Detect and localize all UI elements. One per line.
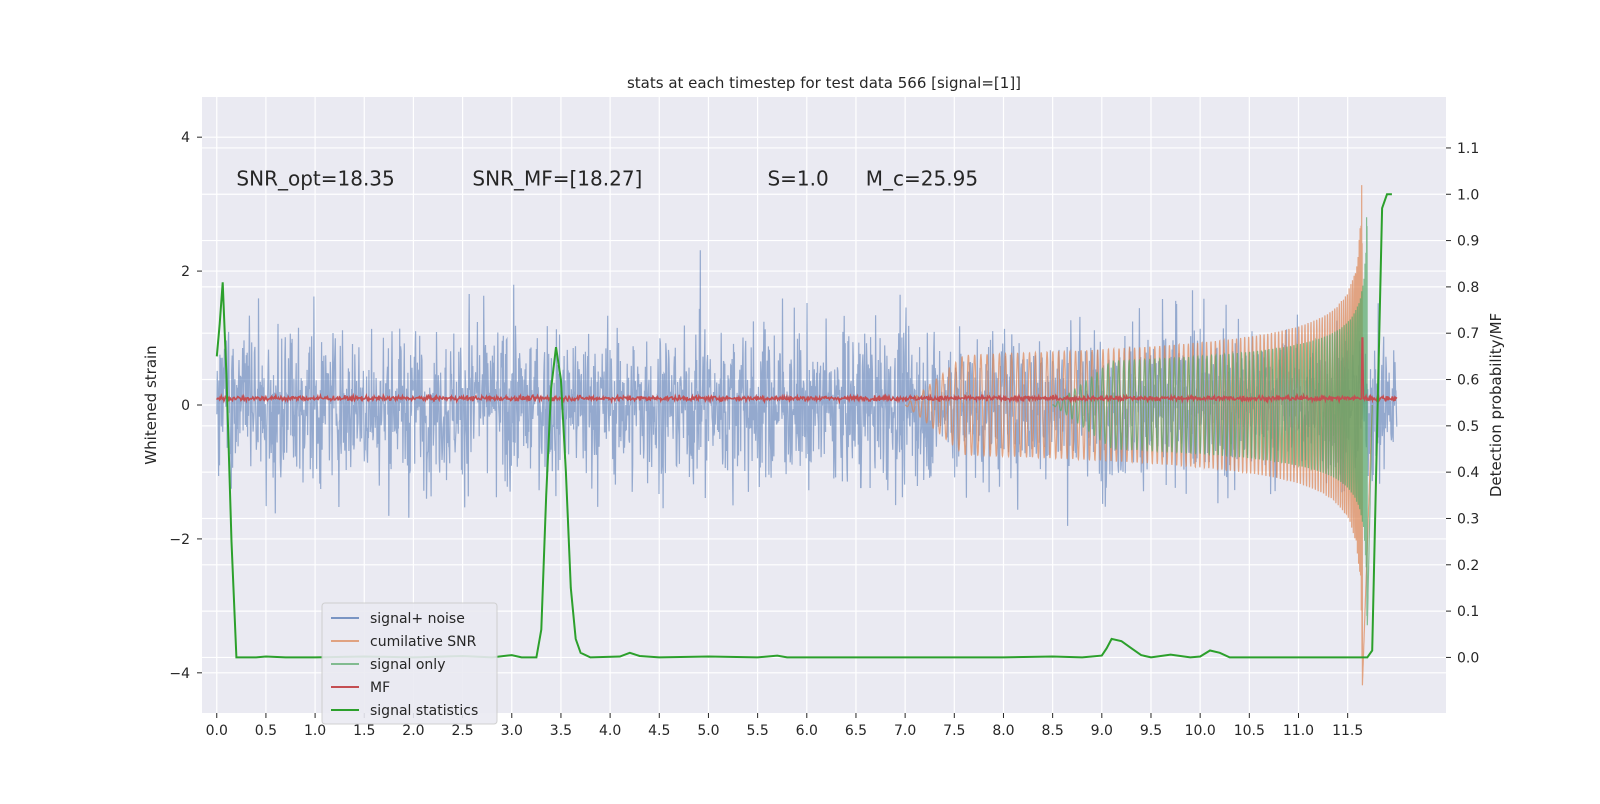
y-right-tick-label: 0.9 [1457,234,1479,250]
series-signal-only [1052,217,1373,626]
y-right-tick-label: 0.5 [1457,419,1479,435]
x-tick-label: 9.0 [1091,723,1113,739]
x-tick-label: 3.5 [550,723,572,739]
y-right-tick-label: 1.0 [1457,187,1479,203]
x-tick-label: 0.5 [255,723,277,739]
y-left-tick-label: −4 [169,666,190,682]
x-tick-label: 2.0 [402,723,424,739]
y-right-tick-label: 0.8 [1457,280,1479,296]
y-right-tick-label: 0.0 [1457,650,1479,666]
y-right-tick-label: 0.4 [1457,465,1479,481]
chart-title: stats at each timestep for test data 566… [627,74,1021,92]
x-tick-label: 1.5 [353,723,375,739]
x-tick-label: 3.0 [501,723,523,739]
y-left-tick-label: 0 [181,398,190,414]
x-tick-label: 6.5 [845,723,867,739]
x-tick-label: 11.0 [1283,723,1314,739]
y-right-tick-label: 0.1 [1457,604,1479,620]
legend: signal+ noise cumilative SNR signal only MF… [321,602,498,725]
x-tick-label: 7.0 [894,723,916,739]
x-tick-label: 4.5 [648,723,670,739]
y-right-tick-label: 0.7 [1457,326,1479,342]
y-right-tick-label: 0.6 [1457,373,1479,389]
y-right-tick-label: 0.2 [1457,558,1479,574]
x-tick-label: 9.5 [1140,723,1162,739]
legend-label: signal statistics [370,703,478,719]
axes: 0.0 0.5 1.0 1.5 2.0 2.5 3.0 3.5 4.0 4.5 5.0 5.5 6.0 6… [169,130,1479,739]
y-left-axis-label: Whitened strain [142,345,160,464]
legend-label: signal only [370,657,445,673]
annotation-text: S=1.0 [767,166,828,190]
series-signal-noise [216,250,1398,526]
x-tick-label: 5.0 [697,723,719,739]
series-mf [216,337,1398,405]
y-left-tick-label: 2 [181,264,190,280]
x-tick-label: 8.0 [992,723,1014,739]
annotation-text: M_c=25.95 [866,166,978,190]
legend-label: signal+ noise [370,611,465,627]
annotations: SNR_opt=18.35 SNR_MF=[18.27] S=1.0 M_c=25.9… [236,166,978,190]
x-tick-label: 10.0 [1185,723,1216,739]
x-tick-label: 6.0 [796,723,818,739]
x-tick-label: 7.5 [943,723,965,739]
annotation-text: SNR_opt=18.35 [236,166,394,190]
y-left-tick-label: 4 [181,130,190,146]
legend-label: cumilative SNR [370,634,477,650]
y-left-tick-label: −2 [169,532,190,548]
legend-label: MF [370,680,390,696]
x-tick-label: 0.0 [206,723,228,739]
legend-box [321,602,498,725]
x-tick-label: 10.5 [1234,723,1265,739]
x-tick-label: 4.0 [599,723,621,739]
y-right-tick-label: 0.3 [1457,511,1479,527]
x-tick-label: 1.0 [304,723,326,739]
x-tick-label: 8.5 [1042,723,1064,739]
x-tick-label: 2.5 [451,723,473,739]
y-right-axis-label: Detection probability/MF [1487,313,1505,497]
x-tick-label: 11.5 [1332,723,1363,739]
y-right-tick-label: 1.1 [1457,141,1479,157]
x-tick-label: 5.5 [746,723,768,739]
annotation-text: SNR_MF=[18.27] [472,166,642,190]
